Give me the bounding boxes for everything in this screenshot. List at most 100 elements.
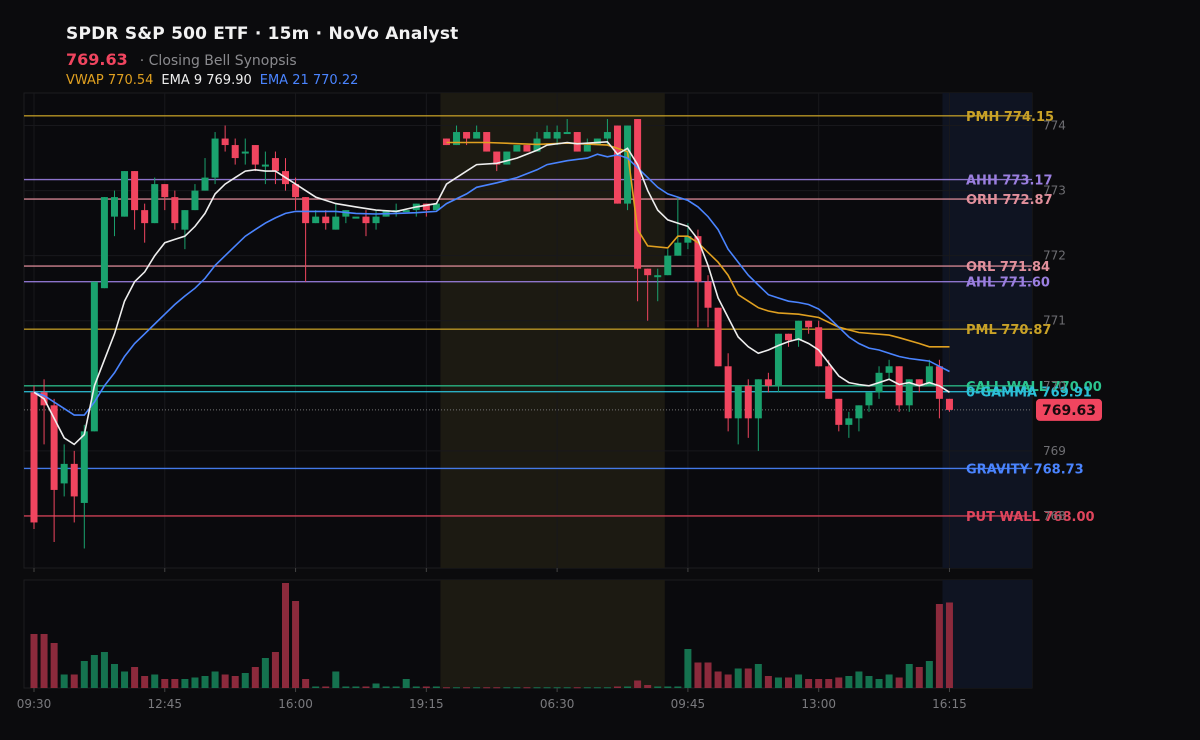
candle-body [744,385,752,419]
candle-body [322,216,330,224]
level-label: PMH 774.15 [966,110,1054,125]
candle-body [362,216,370,224]
volume-bar [302,679,310,688]
volume-bar [453,687,461,689]
volume-bar [332,671,340,688]
volume-bar [513,687,521,689]
volume-bar [825,679,833,688]
post-market-shade-volume [942,580,1032,688]
y-tick-label: 768 [1043,509,1066,523]
volume-bar [785,677,792,688]
candle-body [573,132,581,152]
volume-bar [774,677,782,688]
candle-body [724,366,732,419]
volume-bar [191,677,199,688]
candle-body [352,216,360,219]
volume-bar [30,634,38,688]
candle-body [100,197,108,289]
candle-body [60,463,68,484]
volume-bar [935,604,943,688]
volume-bar [352,686,360,688]
candle-body [161,184,169,198]
candle-body [50,405,58,490]
volume-bar [442,687,450,689]
volume-bar [60,674,68,688]
level-label: ORH 772.87 [966,193,1053,208]
candle-body [714,307,722,367]
volume-bar [483,687,491,689]
volume-bar [110,664,118,688]
volume-bar [392,686,400,688]
candle-body [442,138,450,146]
volume-bar [221,674,229,688]
post-market-shade [942,93,1032,568]
volume-bar [905,664,913,688]
y-tick-label: 772 [1043,249,1066,263]
volume-bar [271,652,279,688]
chart-subtitle: · Closing Bell Synopsis [139,53,297,69]
volume-bar [603,687,611,689]
volume-bar [412,686,420,688]
volume-bar [654,686,662,688]
x-tick-label: 13:00 [801,697,836,711]
volume-bar [553,687,561,689]
last-price: 769.63 [66,50,128,69]
volume-bar [70,674,78,688]
volume-bar [815,679,823,688]
volume-bar [624,686,632,688]
price-tag-box [1036,398,1102,421]
legend-ema21: EMA 21 770.22 [259,73,359,88]
candle-body [704,281,712,308]
volume-bar [50,643,58,688]
candle-body [845,418,853,425]
volume-bar [322,686,330,688]
volume-bar [855,671,863,688]
volume-bar [613,686,621,688]
volume-bar [744,668,752,688]
volume-bar [754,664,762,688]
candle-body [271,158,279,172]
candle-body [181,210,189,230]
candle-body [885,366,893,373]
candle-body [805,320,813,328]
candle-body [493,151,501,165]
volume-bar [292,601,300,688]
volume-bar [724,674,732,688]
volume-bar [181,679,189,688]
candle-body [312,216,320,224]
volume-bar [684,649,692,688]
candle-body [634,119,642,269]
volume-bar [362,686,370,688]
candle-body [90,281,98,432]
candle-body [131,171,139,211]
x-tick-label: 19:15 [409,697,444,711]
candle-body [523,145,531,152]
candle-body [915,379,923,386]
volume-bar [875,679,883,688]
volume-bar [121,671,129,688]
volume-bar [704,662,712,688]
volume-bar [573,687,581,689]
candle-body [624,125,632,204]
candle-body [694,236,702,282]
volume-bar [382,686,390,688]
price-row: 769.63 · Closing Bell Synopsis [66,50,458,69]
session-shade-volume [440,580,665,688]
y-tick-label: 771 [1043,314,1066,328]
candle-body [644,268,652,276]
candle-body [945,398,953,410]
level-label: PUT WALL 768.00 [966,510,1095,525]
legend-vwap: VWAP 770.54 [66,73,154,88]
volume-bar [563,687,571,689]
level-label: AHL 771.60 [966,276,1050,291]
candle-body [674,242,682,256]
candle-body [825,366,833,399]
candle-body [613,125,621,204]
candle-body [372,216,380,224]
volume-bar [925,661,933,688]
ema9-line [33,140,950,446]
volume-bar [835,677,843,688]
y-tick-label: 774 [1043,119,1066,133]
candle-body [231,145,239,159]
